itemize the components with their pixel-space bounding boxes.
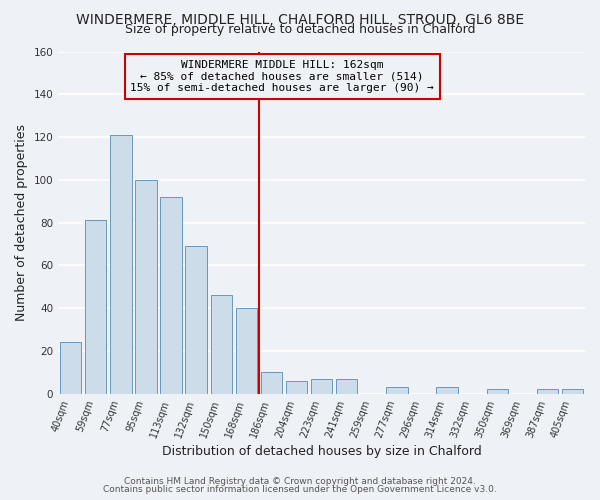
Bar: [311, 378, 332, 394]
Bar: [436, 387, 458, 394]
Bar: [286, 380, 307, 394]
Bar: [336, 378, 358, 394]
Text: Contains HM Land Registry data © Crown copyright and database right 2024.: Contains HM Land Registry data © Crown c…: [124, 477, 476, 486]
Bar: [236, 308, 257, 394]
Bar: [386, 387, 407, 394]
Bar: [85, 220, 106, 394]
Bar: [110, 135, 131, 394]
Text: Contains public sector information licensed under the Open Government Licence v3: Contains public sector information licen…: [103, 485, 497, 494]
Bar: [261, 372, 282, 394]
Text: WINDERMERE MIDDLE HILL: 162sqm
← 85% of detached houses are smaller (514)
15% of: WINDERMERE MIDDLE HILL: 162sqm ← 85% of …: [130, 60, 434, 94]
Bar: [537, 390, 558, 394]
X-axis label: Distribution of detached houses by size in Chalford: Distribution of detached houses by size …: [162, 444, 481, 458]
Bar: [160, 197, 182, 394]
Text: Size of property relative to detached houses in Chalford: Size of property relative to detached ho…: [125, 24, 475, 36]
Bar: [60, 342, 82, 394]
Bar: [211, 295, 232, 394]
Bar: [562, 390, 583, 394]
Bar: [487, 390, 508, 394]
Y-axis label: Number of detached properties: Number of detached properties: [15, 124, 28, 321]
Text: WINDERMERE, MIDDLE HILL, CHALFORD HILL, STROUD, GL6 8BE: WINDERMERE, MIDDLE HILL, CHALFORD HILL, …: [76, 12, 524, 26]
Bar: [136, 180, 157, 394]
Bar: [185, 246, 207, 394]
